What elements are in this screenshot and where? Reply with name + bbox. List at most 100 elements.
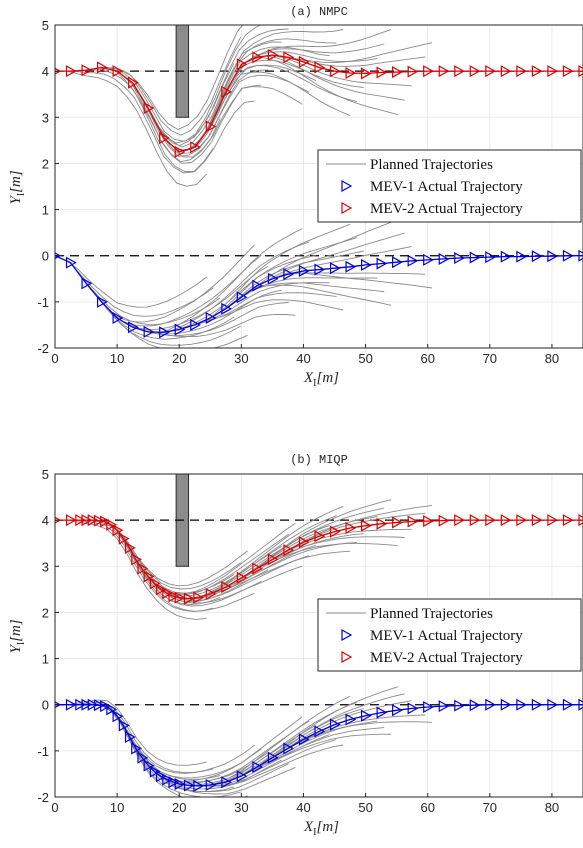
trajectory-marker xyxy=(112,710,124,723)
trajectory-marker xyxy=(156,770,167,783)
axes-frame xyxy=(54,473,583,798)
trajectory-marker xyxy=(174,591,186,604)
trajectory-marker xyxy=(469,251,481,264)
trajectory-marker xyxy=(329,718,341,731)
trajectory-marker xyxy=(547,514,559,527)
x-tick-label: 80 xyxy=(545,351,559,366)
trajectory-marker xyxy=(376,66,388,79)
planned-trajectory xyxy=(272,528,412,560)
trajectory-marker xyxy=(485,251,497,264)
planned-trajectory xyxy=(108,523,248,587)
y-tick-label: 4 xyxy=(42,513,49,528)
trajectory-marker xyxy=(360,258,372,271)
trajectory-marker xyxy=(454,514,466,527)
trajectory-marker xyxy=(376,706,388,719)
trajectory-marker xyxy=(112,311,124,325)
planned-trajectory xyxy=(80,276,221,326)
trajectory-marker xyxy=(547,250,559,263)
planned-trajectory xyxy=(265,693,405,763)
planned-trajectory xyxy=(128,546,269,603)
trajectory-marker xyxy=(236,291,248,304)
trajectory-marker xyxy=(500,514,512,527)
trajectory-marker xyxy=(252,279,264,292)
trajectory-marker xyxy=(221,85,233,98)
x-tick-label: 0 xyxy=(51,800,58,815)
trajectory-marker xyxy=(531,250,543,263)
trajectory-marker xyxy=(267,553,279,566)
actual-trajectory-line xyxy=(55,519,583,600)
trajectory-marker xyxy=(376,517,388,530)
trajectory-marker xyxy=(392,704,403,717)
trajectory-marker xyxy=(87,698,99,711)
trajectory-marker xyxy=(438,252,450,265)
trajectory-marker xyxy=(500,250,512,263)
y-tick-label: 0 xyxy=(42,249,49,264)
planned-trajectory xyxy=(285,714,426,751)
y-tick-label: 4 xyxy=(42,64,49,79)
trajectory-marker xyxy=(112,65,124,78)
trajectory-marker xyxy=(469,65,481,78)
trajectory-marker xyxy=(174,323,186,336)
trajectory-marker xyxy=(485,65,497,78)
planned-trajectory xyxy=(217,64,358,111)
x-tick-label: 20 xyxy=(172,800,186,815)
trajectory-marker xyxy=(81,514,93,527)
trajectory-marker xyxy=(193,591,205,604)
trajectory-marker xyxy=(360,709,372,722)
x-tick-label: 0 xyxy=(51,351,58,366)
planned-trajectory xyxy=(156,522,296,595)
planned-trajectory xyxy=(114,70,255,173)
trajectory-marker xyxy=(329,262,341,275)
planned-trajectory xyxy=(128,69,269,157)
trajectory-marker xyxy=(438,65,450,78)
trajectory-marker xyxy=(81,698,93,711)
trajectory-marker xyxy=(159,326,170,339)
trajectory-marker xyxy=(143,759,155,772)
x-tick-label: 40 xyxy=(296,351,310,366)
trajectory-marker xyxy=(562,514,574,527)
planned-trajectory xyxy=(210,550,351,595)
planned-trajectory xyxy=(224,59,364,95)
trajectory-marker xyxy=(314,61,326,74)
trajectory-marker xyxy=(345,66,357,80)
trajectory-marker xyxy=(112,524,124,537)
planned-trajectory xyxy=(265,55,405,101)
trajectory-marker xyxy=(143,325,155,338)
planned-trajectory xyxy=(169,241,310,332)
trajectory-marker xyxy=(221,302,233,315)
trajectory-marker xyxy=(438,700,450,713)
trajectory-marker xyxy=(252,562,264,575)
trajectory-marker xyxy=(65,256,77,269)
y-tick-label: 0 xyxy=(42,698,49,713)
trajectory-marker xyxy=(100,700,111,713)
trajectory-marker xyxy=(183,592,195,605)
trajectory-marker xyxy=(516,698,528,711)
trajectory-marker xyxy=(267,272,279,285)
trajectory-marker xyxy=(423,253,434,266)
trajectory-marker xyxy=(578,65,583,78)
planned-trajectory xyxy=(224,250,364,310)
trajectory-marker xyxy=(454,699,466,712)
x-tick-label: 30 xyxy=(234,351,248,366)
trajectory-marker xyxy=(162,773,174,786)
planned-trajectory xyxy=(224,533,364,588)
legend-entry: MEV-2 Actual Trajectory xyxy=(370,201,523,217)
trajectory-marker xyxy=(236,571,248,584)
trajectory-marker xyxy=(75,514,87,527)
trajectory-marker xyxy=(65,65,77,78)
trajectory-marker xyxy=(131,553,142,566)
trajectory-marker xyxy=(236,770,248,783)
trajectory-marker xyxy=(454,65,466,78)
y-tick-label: 2 xyxy=(42,156,49,171)
actual-trajectory-line xyxy=(55,704,583,787)
planned-trajectory xyxy=(251,29,392,60)
legend: Planned Trajectories MEV-1 Actual Traject… xyxy=(317,598,582,672)
planned-trajectory xyxy=(156,766,296,795)
x-tick-label: 80 xyxy=(545,800,559,815)
trajectory-marker xyxy=(407,254,419,267)
x-tick-label: 70 xyxy=(483,800,497,815)
x-axis-label-sub: I xyxy=(313,378,316,389)
trajectory-marker xyxy=(162,587,174,600)
trajectory-marker xyxy=(124,730,136,744)
trajectory-marker xyxy=(562,65,574,78)
